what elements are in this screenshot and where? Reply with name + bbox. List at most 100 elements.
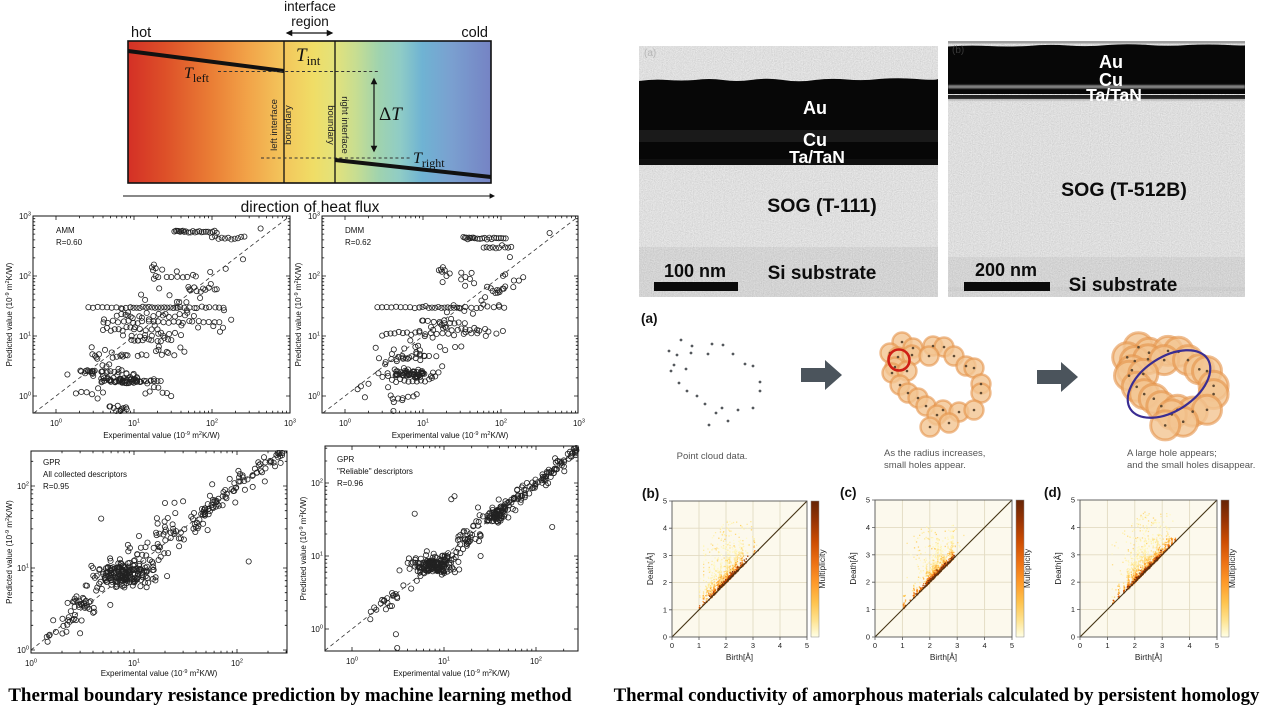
svg-text:3: 3 xyxy=(751,641,755,650)
svg-text:1: 1 xyxy=(866,605,870,614)
svg-text:4: 4 xyxy=(983,641,987,650)
svg-text:102: 102 xyxy=(19,272,31,282)
svg-text:left interface: left interface xyxy=(269,99,280,151)
svg-text:Au: Au xyxy=(1099,52,1123,72)
svg-text:3: 3 xyxy=(1071,550,1075,559)
svg-text:"Reliable" descriptors: "Reliable" descriptors xyxy=(337,467,413,476)
svg-text:101: 101 xyxy=(438,657,450,667)
svg-text:Birth[Å]: Birth[Å] xyxy=(1135,652,1162,662)
svg-text:Predicted value (10-9 m2K/W): Predicted value (10-9 m2K/W) xyxy=(294,262,303,366)
svg-text:0: 0 xyxy=(1071,633,1075,642)
svg-text:100: 100 xyxy=(19,392,31,402)
svg-text:Multiplicity: Multiplicity xyxy=(1227,548,1237,588)
svg-text:101: 101 xyxy=(417,419,429,429)
svg-text:100: 100 xyxy=(17,646,29,656)
svg-text:2: 2 xyxy=(928,641,932,650)
svg-text:100 nm: 100 nm xyxy=(664,261,726,281)
svg-text:101: 101 xyxy=(19,332,31,342)
svg-text:and the small holes disappear.: and the small holes disappear. xyxy=(1127,460,1255,471)
svg-text:5: 5 xyxy=(866,496,870,505)
svg-text:(a): (a) xyxy=(641,311,658,326)
svg-text:4: 4 xyxy=(778,641,782,650)
svg-text:(b): (b) xyxy=(642,486,659,501)
svg-text:1: 1 xyxy=(663,605,667,614)
svg-text:5: 5 xyxy=(1071,496,1075,505)
svg-text:R=0.95: R=0.95 xyxy=(43,482,70,491)
svg-text:1: 1 xyxy=(1105,641,1109,650)
svg-text:Si substrate: Si substrate xyxy=(768,263,877,284)
svg-text:103: 103 xyxy=(308,212,320,222)
svg-text:1: 1 xyxy=(900,641,904,650)
svg-text:A large hole appears;: A large hole appears; xyxy=(1127,448,1217,459)
svg-text:200 nm: 200 nm xyxy=(975,260,1037,280)
svg-text:0: 0 xyxy=(663,633,667,642)
svg-text:5: 5 xyxy=(1010,641,1014,650)
svg-text:Birth[Å]: Birth[Å] xyxy=(726,652,753,662)
svg-text:Birth[Å]: Birth[Å] xyxy=(930,652,957,662)
svg-text:4: 4 xyxy=(1188,641,1192,650)
svg-text:ΔT: ΔT xyxy=(379,104,403,125)
svg-text:3: 3 xyxy=(663,551,667,560)
svg-text:2: 2 xyxy=(1133,641,1137,650)
svg-text:R=0.62: R=0.62 xyxy=(345,238,372,247)
svg-text:Experimental value (10-9 m2K/W: Experimental value (10-9 m2K/W) xyxy=(393,669,510,678)
svg-text:4: 4 xyxy=(1071,523,1075,532)
svg-text:103: 103 xyxy=(573,419,585,429)
svg-text:Cu: Cu xyxy=(803,130,827,150)
svg-text:102: 102 xyxy=(311,479,323,489)
svg-text:4: 4 xyxy=(866,523,870,532)
svg-text:103: 103 xyxy=(19,212,31,222)
svg-text:2: 2 xyxy=(663,578,667,587)
svg-text:Ta/TaN: Ta/TaN xyxy=(789,147,845,167)
svg-text:cold: cold xyxy=(461,25,488,41)
svg-text:hot: hot xyxy=(131,25,151,41)
svg-text:0: 0 xyxy=(866,633,870,642)
svg-text:Death[Å]: Death[Å] xyxy=(1053,552,1063,584)
svg-text:3: 3 xyxy=(1160,641,1164,650)
svg-text:R=0.60: R=0.60 xyxy=(56,238,83,247)
svg-text:102: 102 xyxy=(17,482,29,492)
svg-text:All collected descriptors: All collected descriptors xyxy=(43,470,127,479)
svg-text:(d): (d) xyxy=(1044,485,1061,500)
svg-text:100: 100 xyxy=(311,625,323,635)
svg-text:Multiplicity: Multiplicity xyxy=(1022,548,1032,588)
svg-text:Ta/TaN: Ta/TaN xyxy=(1086,85,1142,105)
svg-text:As the radius increases,: As the radius increases, xyxy=(884,448,985,459)
svg-text:1: 1 xyxy=(1071,605,1075,614)
svg-text:101: 101 xyxy=(17,564,29,574)
svg-text:1: 1 xyxy=(697,641,701,650)
svg-text:100: 100 xyxy=(346,657,358,667)
svg-text:(c): (c) xyxy=(840,485,857,500)
svg-text:101: 101 xyxy=(308,332,320,342)
svg-text:small holes appear.: small holes appear. xyxy=(884,460,966,471)
svg-text:101: 101 xyxy=(128,419,140,429)
svg-text:Experimental value (10-9 m2K/W: Experimental value (10-9 m2K/W) xyxy=(392,431,509,440)
svg-text:Predicted value (10-9 m2K/W): Predicted value (10-9 m2K/W) xyxy=(5,262,14,366)
svg-text:103: 103 xyxy=(284,419,296,429)
svg-text:(a): (a) xyxy=(644,48,656,59)
svg-text:GPR: GPR xyxy=(337,455,355,464)
svg-text:100: 100 xyxy=(50,419,62,429)
svg-text:2: 2 xyxy=(1071,578,1075,587)
svg-text:Multiplicity: Multiplicity xyxy=(817,549,827,589)
svg-text:Death[Å]: Death[Å] xyxy=(645,553,655,585)
svg-text:0: 0 xyxy=(670,641,674,650)
svg-text:100: 100 xyxy=(308,392,320,402)
svg-text:boundary: boundary xyxy=(283,105,294,145)
svg-text:3: 3 xyxy=(866,550,870,559)
svg-text:102: 102 xyxy=(530,657,542,667)
svg-text:R=0.96: R=0.96 xyxy=(337,479,364,488)
svg-text:5: 5 xyxy=(663,497,667,506)
svg-text:0: 0 xyxy=(873,641,877,650)
svg-text:102: 102 xyxy=(231,659,243,669)
svg-text:5: 5 xyxy=(1215,641,1219,650)
svg-text:Predicted value (10-9 m2K/W): Predicted value (10-9 m2K/W) xyxy=(5,500,14,604)
svg-text:AMM: AMM xyxy=(56,226,75,235)
svg-text:0: 0 xyxy=(1078,641,1082,650)
svg-text:102: 102 xyxy=(308,272,320,282)
svg-text:DMM: DMM xyxy=(345,226,364,235)
svg-text:101: 101 xyxy=(128,659,140,669)
svg-text:2: 2 xyxy=(866,578,870,587)
svg-text:Cu: Cu xyxy=(1099,70,1123,90)
svg-text:Death[Å]: Death[Å] xyxy=(848,552,858,584)
